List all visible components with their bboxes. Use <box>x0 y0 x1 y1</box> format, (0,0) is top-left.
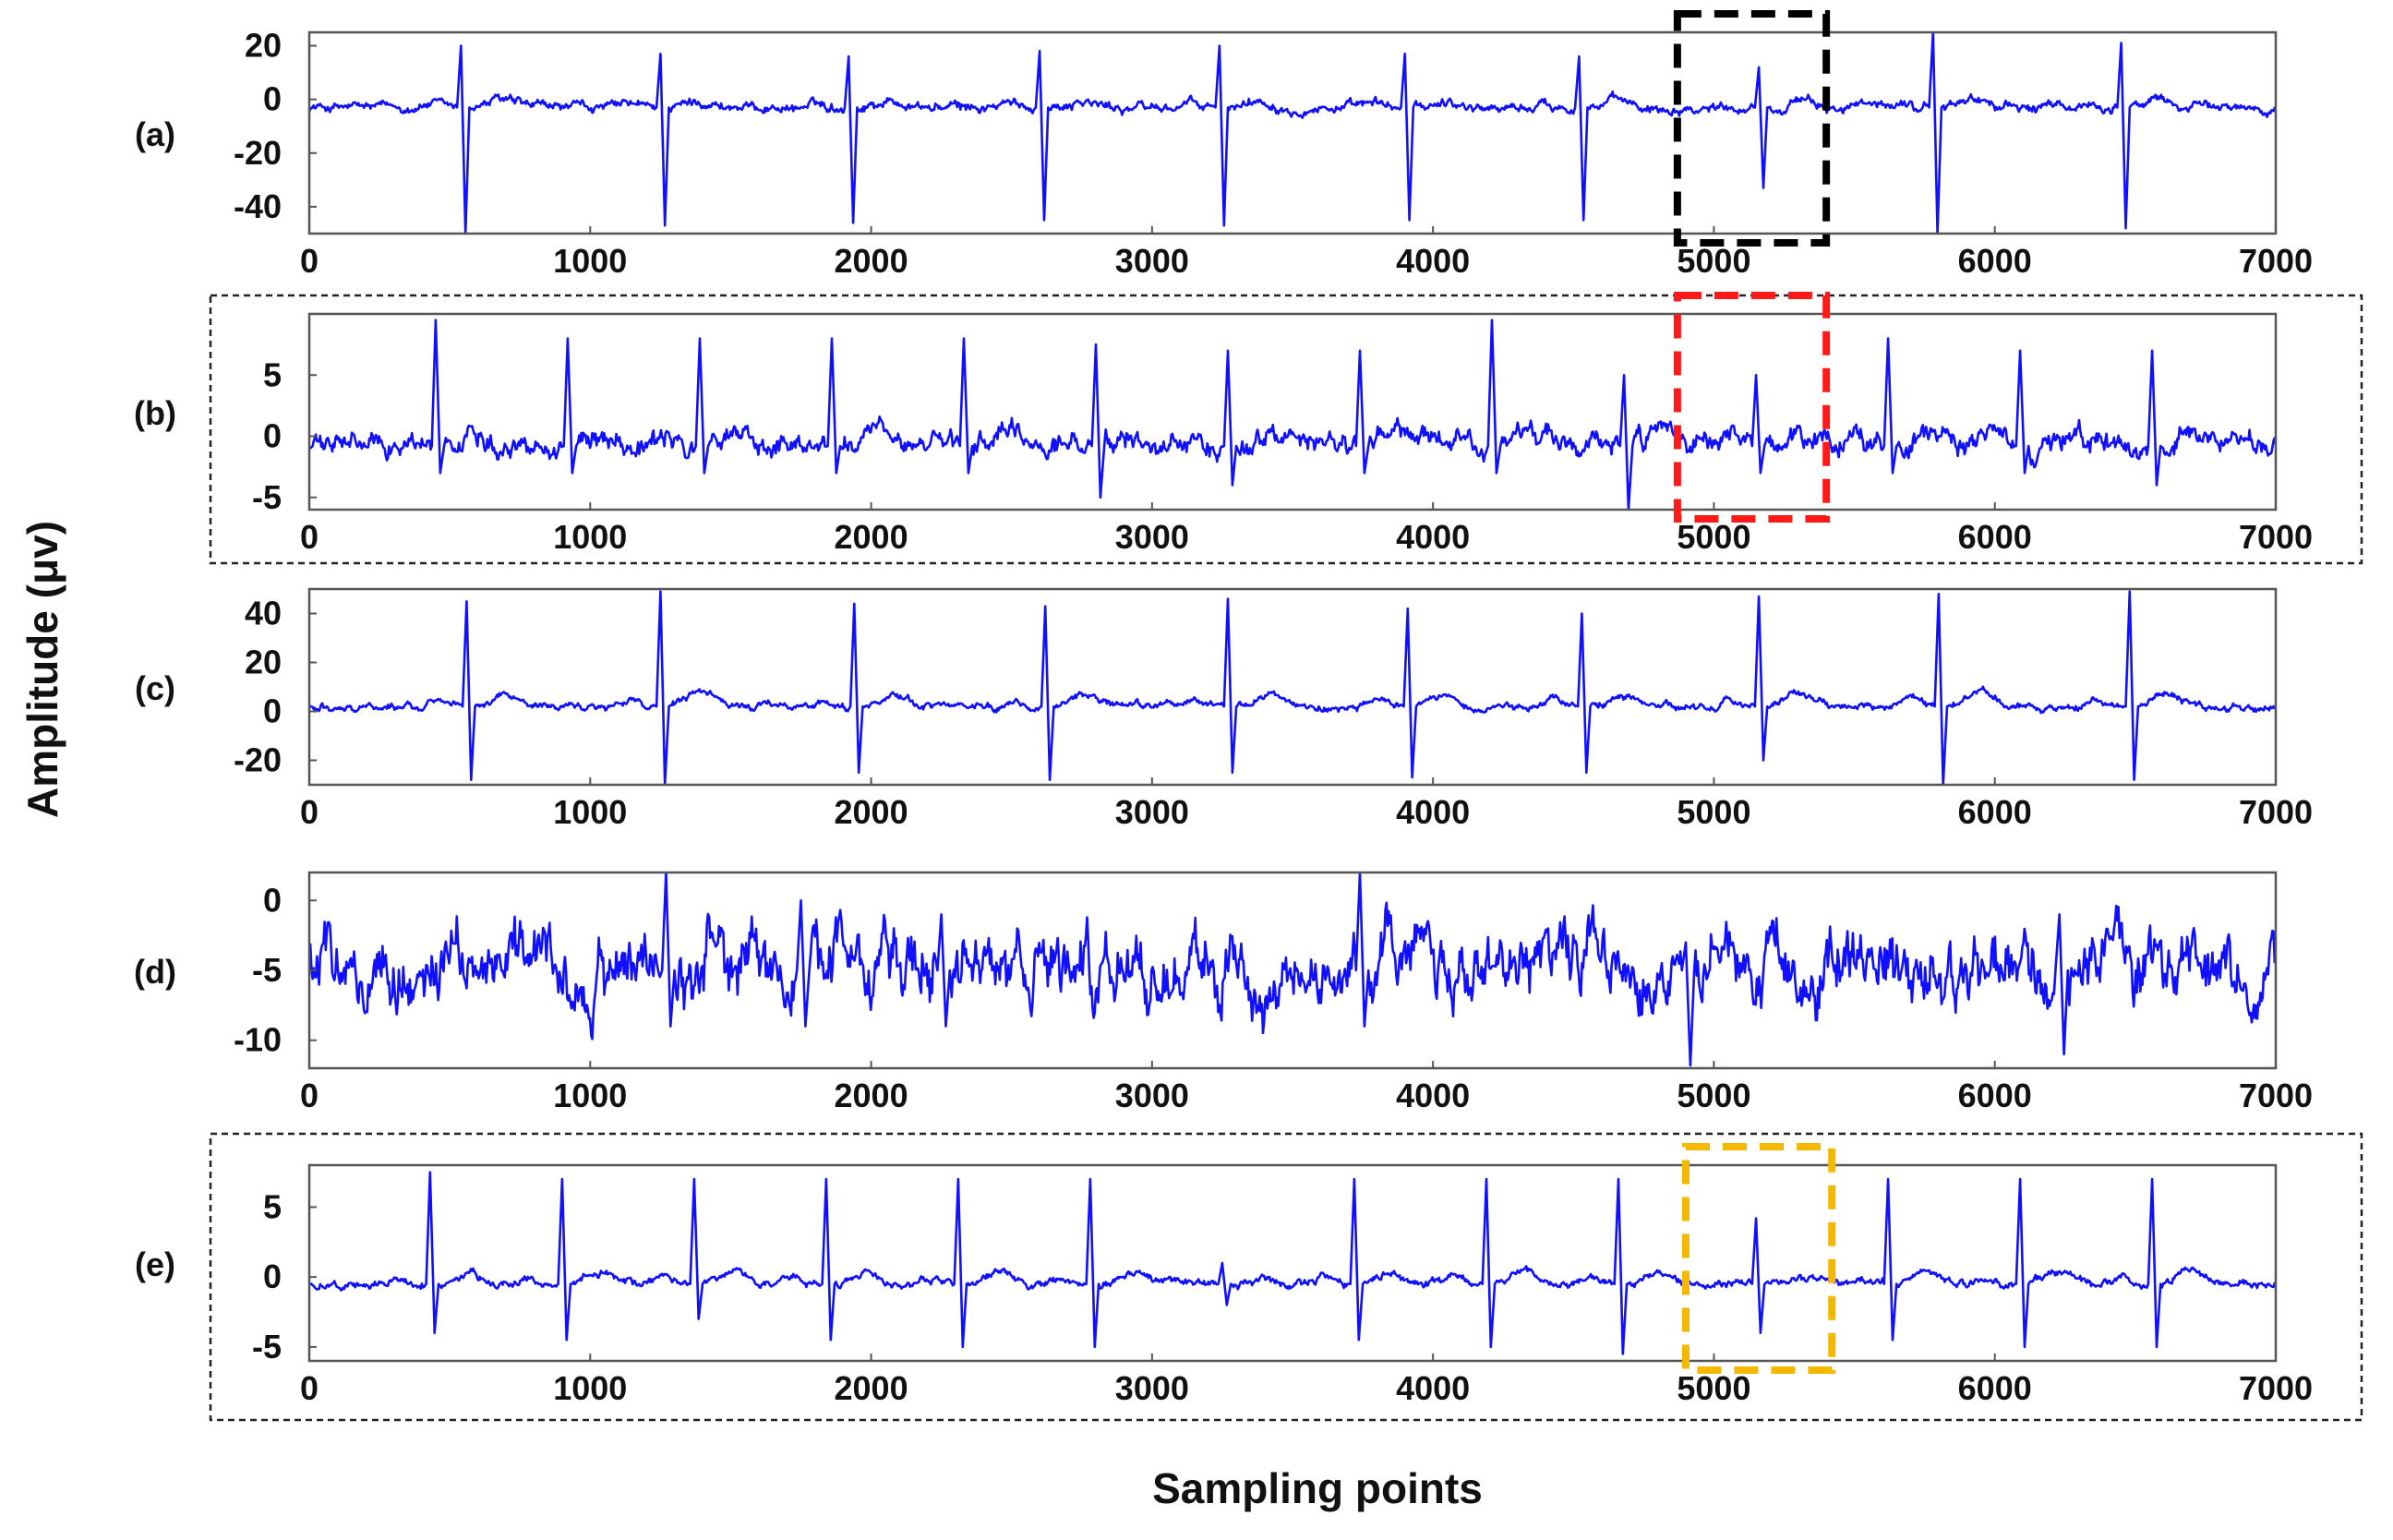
x-tick-label: 5000 <box>1677 793 1750 831</box>
panel-label: (e) <box>135 1245 175 1283</box>
x-tick-label: 5000 <box>1677 242 1750 280</box>
panel-label: (a) <box>135 115 175 153</box>
panel-c: 0 1000 2000 3000 4000 5000 6000 7000 40 20 0 -20 (c) <box>135 587 2313 831</box>
y-tick-label: 5 <box>263 355 282 393</box>
x-tick-label: 5000 <box>1677 1077 1750 1114</box>
x-tick-label: 2000 <box>835 1077 908 1114</box>
axes-box <box>307 587 2278 787</box>
x-tick-label: 4000 <box>1396 793 1470 831</box>
x-tick-label: 4000 <box>1396 242 1470 280</box>
x-tick-label: 3000 <box>1115 1077 1189 1114</box>
y-axis-label: Amplitude (μv) <box>18 521 66 818</box>
panel-label: (d) <box>134 953 176 991</box>
axes-box <box>307 1163 2278 1363</box>
x-tick-label: 3000 <box>1115 793 1189 831</box>
highlight-box <box>1682 1143 1836 1374</box>
panel-d: 0 1000 2000 3000 4000 5000 6000 7000 0 -5 -10 (d) <box>134 871 2313 1114</box>
panel-label: (c) <box>135 669 175 707</box>
panels: 0 1000 2000 3000 4000 5000 6000 7000200-20-40(a… <box>134 10 2363 1422</box>
x-tick-label: 6000 <box>1958 1369 2032 1407</box>
x-tick-label: 1000 <box>553 518 627 556</box>
y-tick-label: -10 <box>234 1021 282 1059</box>
y-tick-label: -20 <box>234 741 282 779</box>
x-tick-label: 7000 <box>2239 1077 2313 1114</box>
y-tick-label: 20 <box>245 644 282 681</box>
y-tick-label: 20 <box>245 27 282 65</box>
signal-line <box>309 319 2276 510</box>
signal-line <box>309 590 2276 785</box>
x-tick-label: 0 <box>300 518 319 556</box>
highlight-box <box>1673 10 1831 247</box>
panel-dashed-frame <box>209 294 2363 565</box>
signal-line <box>309 872 2276 1067</box>
x-tick-label: 0 <box>300 793 319 831</box>
x-tick-label: 1000 <box>553 1077 627 1114</box>
x-tick-label: 6000 <box>1958 242 2032 280</box>
x-tick-label: 3000 <box>1115 242 1189 280</box>
panel-b: 0 1000 2000 3000 4000 5000 6000 7000 5 0 -5 (b) <box>134 292 2363 565</box>
y-tick-label: 40 <box>245 595 282 632</box>
signal-line <box>309 32 2276 234</box>
x-tick-label: 6000 <box>1958 518 2032 556</box>
panel-dashed-frame <box>209 1132 2363 1422</box>
y-tick-label: 5 <box>263 1187 282 1225</box>
panel-label: (b) <box>134 394 176 432</box>
x-tick-label: 7000 <box>2239 518 2313 556</box>
y-tick-label: 0 <box>263 80 282 118</box>
panel-e: 0 1000 2000 3000 4000 5000 6000 7000 5 0 -5 (e) <box>135 1132 2363 1422</box>
x-tick-label: 7000 <box>2239 242 2313 280</box>
x-tick-label: 4000 <box>1396 1077 1470 1114</box>
x-tick-label: 3000 <box>1115 518 1189 556</box>
x-tick-label: 0 <box>300 1369 319 1407</box>
x-tick-label: 7000 <box>2239 1369 2313 1407</box>
y-tick-label: 0 <box>263 881 282 919</box>
x-tick-label: 2000 <box>835 793 908 831</box>
x-tick-label: 5000 <box>1677 1369 1750 1407</box>
signal-line <box>309 1171 2276 1355</box>
y-tick-label: 0 <box>263 417 282 455</box>
y-tick-label: 0 <box>263 1257 282 1295</box>
x-tick-label: 4000 <box>1396 518 1470 556</box>
x-tick-label: 6000 <box>1958 793 2032 831</box>
x-tick-label: 2000 <box>835 242 908 280</box>
x-tick-label: 0 <box>300 242 319 280</box>
x-tick-label: 3000 <box>1115 1369 1189 1407</box>
x-tick-label: 1000 <box>553 793 627 831</box>
y-tick-label: 0 <box>263 692 282 730</box>
x-tick-label: 6000 <box>1958 1077 2032 1114</box>
highlight-box <box>1673 292 1831 523</box>
x-axis-label: Sampling points <box>1152 1464 1483 1512</box>
x-tick-label: 2000 <box>835 518 908 556</box>
y-tick-label: -5 <box>252 478 282 516</box>
x-tick-label: 5000 <box>1677 518 1750 556</box>
x-tick-label: 1000 <box>553 1369 627 1407</box>
x-tick-label: 2000 <box>835 1369 908 1407</box>
y-tick-label: -5 <box>252 951 282 989</box>
y-tick-label: -5 <box>252 1328 282 1366</box>
x-tick-label: 1000 <box>553 242 627 280</box>
x-tick-label: 0 <box>300 1077 319 1114</box>
axes-box <box>307 30 2278 235</box>
x-tick-label: 7000 <box>2239 793 2313 831</box>
x-tick-label: 4000 <box>1396 1369 1470 1407</box>
y-tick-label: -20 <box>234 134 282 172</box>
panel-a: 0 1000 2000 3000 4000 5000 6000 7000 20 0 -20 -40 (a… <box>135 10 2313 280</box>
axes-box <box>307 312 2278 511</box>
y-tick-label: -40 <box>234 187 282 225</box>
